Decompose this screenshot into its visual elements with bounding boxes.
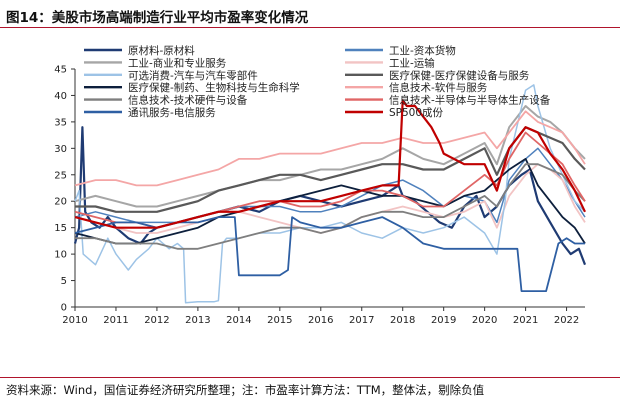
figure-title: 图14：美股市场高端制造行业平均市盈率变化情况 [6,10,309,26]
y-tick-label: 20 [54,197,67,208]
series-line-8 [75,163,586,250]
legend-label: 原材料-原材料 [128,44,195,57]
chart-axes: 0 5 10 15 20 25 30 35 40 45 2010 2011 2012 2013 2014 20… [54,65,585,326]
legend-label: 信息技术-半导体与半导体生产设备 [389,94,551,107]
x-tick-label: 2011 [103,315,128,326]
y-tick-label: 40 [54,91,67,102]
series-line-1 [74,147,586,224]
y-tick-label: 25 [54,170,67,181]
series-line-10 [74,216,585,293]
x-tick-label: 2014 [226,315,251,326]
x-tick-label: 2020 [472,315,497,326]
chart-series [73,84,587,304]
legend-label: 工业-运输 [389,56,435,69]
series-line-7 [74,110,586,187]
series-line-2 [74,105,586,208]
x-tick-label: 2016 [308,315,333,326]
x-tick-label: 2015 [267,315,292,326]
legend-label: 医疗保健-制药、生物科技与生命科学 [128,81,300,94]
y-tick-label: 0 [61,303,67,314]
legend-label: 工业-资本货物 [389,44,456,57]
legend-label: 医疗保健-医疗保健设备与服务 [389,69,530,82]
x-tick-label: 2013 [185,315,210,326]
y-tick-label: 35 [54,117,67,128]
line-chart: 0 5 10 15 20 25 30 35 40 45 2010 2011 2012 2013 2014 20… [54,44,587,326]
x-tick-label: 2010 [62,315,87,326]
footer-divider [0,377,620,378]
y-tick-label: 45 [54,65,67,76]
legend-label: 可选消费-汽车与汽车零部件 [128,69,258,82]
legend-label: SP500成份 [389,107,444,119]
x-tick-label: 2021 [513,315,538,326]
x-tick-label: 2018 [390,315,415,326]
legend-label: 信息技术-软件与服务 [389,81,488,94]
y-tick-label: 5 [61,276,67,287]
y-tick-label: 10 [54,250,67,261]
title-divider [0,27,620,28]
series-line-0 [73,126,587,266]
series-line-11 [74,99,586,229]
y-tick-label: 30 [54,144,67,155]
legend-label: 通讯服务-电信服务 [128,106,216,119]
legend-label: 工业-商业和专业服务 [128,56,227,69]
x-tick-label: 2017 [349,315,374,326]
x-tick-label: 2022 [554,315,579,326]
legend-label: 信息技术-技术硬件与设备 [128,94,248,107]
source-footnote: 资料来源：Wind，国信证券经济研究所整理；注：市盈率计算方法：TTM，整体法，… [6,383,485,397]
x-tick-label: 2019 [431,315,456,326]
y-tick-label: 15 [54,223,67,234]
x-tick-label: 2012 [144,315,169,326]
